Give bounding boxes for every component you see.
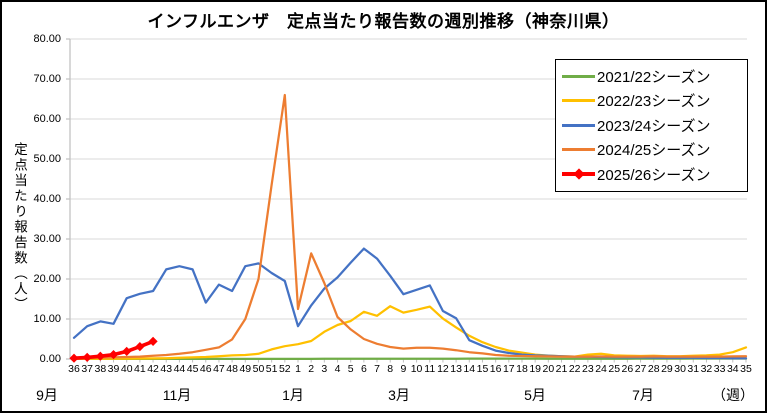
x-axis-week-label: 13 [450, 363, 462, 375]
x-axis-week-label: 16 [489, 363, 502, 375]
x-axis-week-label: 28 [647, 363, 660, 375]
x-axis-week-label: 27 [634, 363, 647, 375]
series-marker-diamond [135, 342, 145, 352]
series-marker-diamond [69, 353, 79, 363]
x-axis-week-label: 18 [516, 363, 528, 375]
legend-label: 2025/26シーズン [597, 166, 711, 184]
y-axis-tick-label: 0.00 [39, 353, 61, 365]
x-axis-week-label: 26 [621, 363, 634, 375]
y-axis-tick-label: 30.00 [33, 233, 61, 245]
series-marker-diamond [148, 336, 158, 346]
x-axis-week-label: 50 [252, 363, 265, 375]
legend-item: 2023/24シーズン [562, 113, 747, 138]
x-axis-week-label: 24 [595, 363, 607, 375]
legend-line-swatch-icon [562, 64, 595, 88]
legend-label: 2021/22シーズン [597, 68, 711, 86]
x-axis-week-label: 2 [308, 363, 315, 375]
legend-diamond-marker-icon [572, 168, 585, 180]
x-axis-week-label: 35 [740, 363, 752, 375]
x-axis-week-label: 48 [226, 363, 238, 375]
x-axis-week-label: 30 [674, 363, 686, 375]
y-axis-tick-label: 10.00 [33, 313, 61, 325]
legend-item: 2025/26シーズン [562, 162, 747, 187]
y-axis-tick-label: 40.00 [33, 193, 61, 205]
legend-label: 2022/23シーズン [597, 93, 711, 111]
y-axis-tick-label: 50.00 [33, 153, 61, 165]
x-axis-month-label: 5月 [524, 387, 546, 403]
series-line-2023/24シーズン [72, 247, 748, 360]
x-axis-week-label: 22 [568, 363, 581, 375]
x-axis-week-label: 29 [661, 363, 673, 375]
x-axis-week-label: 23 [582, 363, 594, 375]
x-axis-week-label: 4 [334, 363, 341, 375]
x-axis-week-label: 47 [213, 363, 225, 375]
legend-item: 2021/22シーズン [562, 64, 747, 89]
y-axis-tick-label: 70.00 [33, 73, 61, 85]
x-axis-week-label: 46 [199, 363, 212, 375]
x-axis-month-label: 9月 [36, 387, 58, 403]
x-axis-week-label: 6 [360, 363, 367, 375]
series-line-2022/23シーズン [72, 305, 748, 360]
y-axis-tick-label: 60.00 [33, 113, 61, 125]
series-marker-diamond [122, 346, 132, 356]
x-axis-week-label: 45 [186, 363, 199, 375]
x-axis-week-label: 9 [400, 363, 407, 375]
x-axis-week-label: 15 [476, 363, 489, 375]
x-axis-week-label: 17 [502, 363, 515, 375]
y-axis-tick-label: 20.00 [33, 273, 61, 285]
x-axis-week-label: 11 [424, 363, 436, 375]
x-axis-week-label: 39 [107, 363, 120, 375]
x-axis-week-label: 41 [134, 363, 146, 375]
x-axis-week-label: 10 [410, 363, 423, 375]
x-axis-week-label: 36 [68, 363, 80, 375]
x-axis-week-label: 51 [265, 363, 278, 375]
x-axis-week-label: 12 [437, 363, 449, 375]
legend-line-swatch-icon [562, 162, 595, 186]
x-axis-week-label: 37 [81, 363, 94, 375]
x-axis-week-label: 52 [278, 363, 291, 375]
x-axis-month-label: 11月 [162, 387, 192, 403]
y-axis-title: 定点当たり報告数（人） [12, 142, 27, 313]
legend-line-swatch-icon [562, 89, 595, 113]
series-marker-diamond [95, 351, 105, 361]
x-axis-week-label: 42 [147, 363, 159, 375]
x-axis-week-label: 3 [321, 363, 328, 375]
x-axis-week-label: 1 [295, 363, 301, 375]
x-axis-week-label: 32 [700, 363, 713, 375]
x-axis-week-label: 49 [239, 363, 252, 375]
y-axis-tick-label: 80.00 [33, 33, 61, 45]
legend-line-swatch-icon [562, 138, 595, 162]
legend-item: 2024/25シーズン [562, 138, 747, 163]
x-axis-week-label: 31 [687, 363, 700, 375]
x-axis-week-label: 44 [173, 363, 186, 375]
legend-label: 2024/25シーズン [597, 142, 711, 160]
x-axis-week-label: 14 [463, 363, 476, 375]
chart-legend: 2021/22シーズン 2022/23シーズン 2023/24シーズン 2024/25… [555, 59, 748, 192]
x-axis-week-label: 21 [555, 363, 568, 375]
legend-line-swatch-icon [562, 113, 595, 137]
x-axis-week-label: 43 [160, 363, 173, 375]
series-line-2024/25シーズン [72, 93, 748, 359]
x-axis-month-label: 3月 [388, 387, 410, 403]
x-axis-week-label: 25 [608, 363, 621, 375]
x-axis-month-label: 7月 [632, 387, 654, 403]
x-axis-week-label: 8 [387, 363, 394, 375]
x-axis-week-label: 7 [374, 363, 380, 375]
x-axis-week-label: 5 [347, 363, 354, 375]
legend-label: 2023/24シーズン [597, 117, 711, 135]
x-axis-week-label: 33 [713, 363, 726, 375]
x-axis-week-label: 34 [726, 363, 739, 375]
x-axis-month-label: （週） [712, 387, 754, 403]
x-axis-week-label: 40 [120, 363, 133, 375]
series-marker-diamond [82, 352, 92, 362]
x-axis-month-label: 1月 [282, 387, 304, 403]
series-marker-diamond [108, 350, 119, 360]
x-axis-week-label: 20 [542, 363, 555, 375]
x-axis-week-label: 38 [94, 363, 107, 375]
chart-title: インフルエンザ 定点当たり報告数の週別推移（神奈川県） [147, 12, 620, 31]
legend-item: 2022/23シーズン [562, 89, 747, 114]
x-axis-week-label: 19 [529, 363, 541, 375]
